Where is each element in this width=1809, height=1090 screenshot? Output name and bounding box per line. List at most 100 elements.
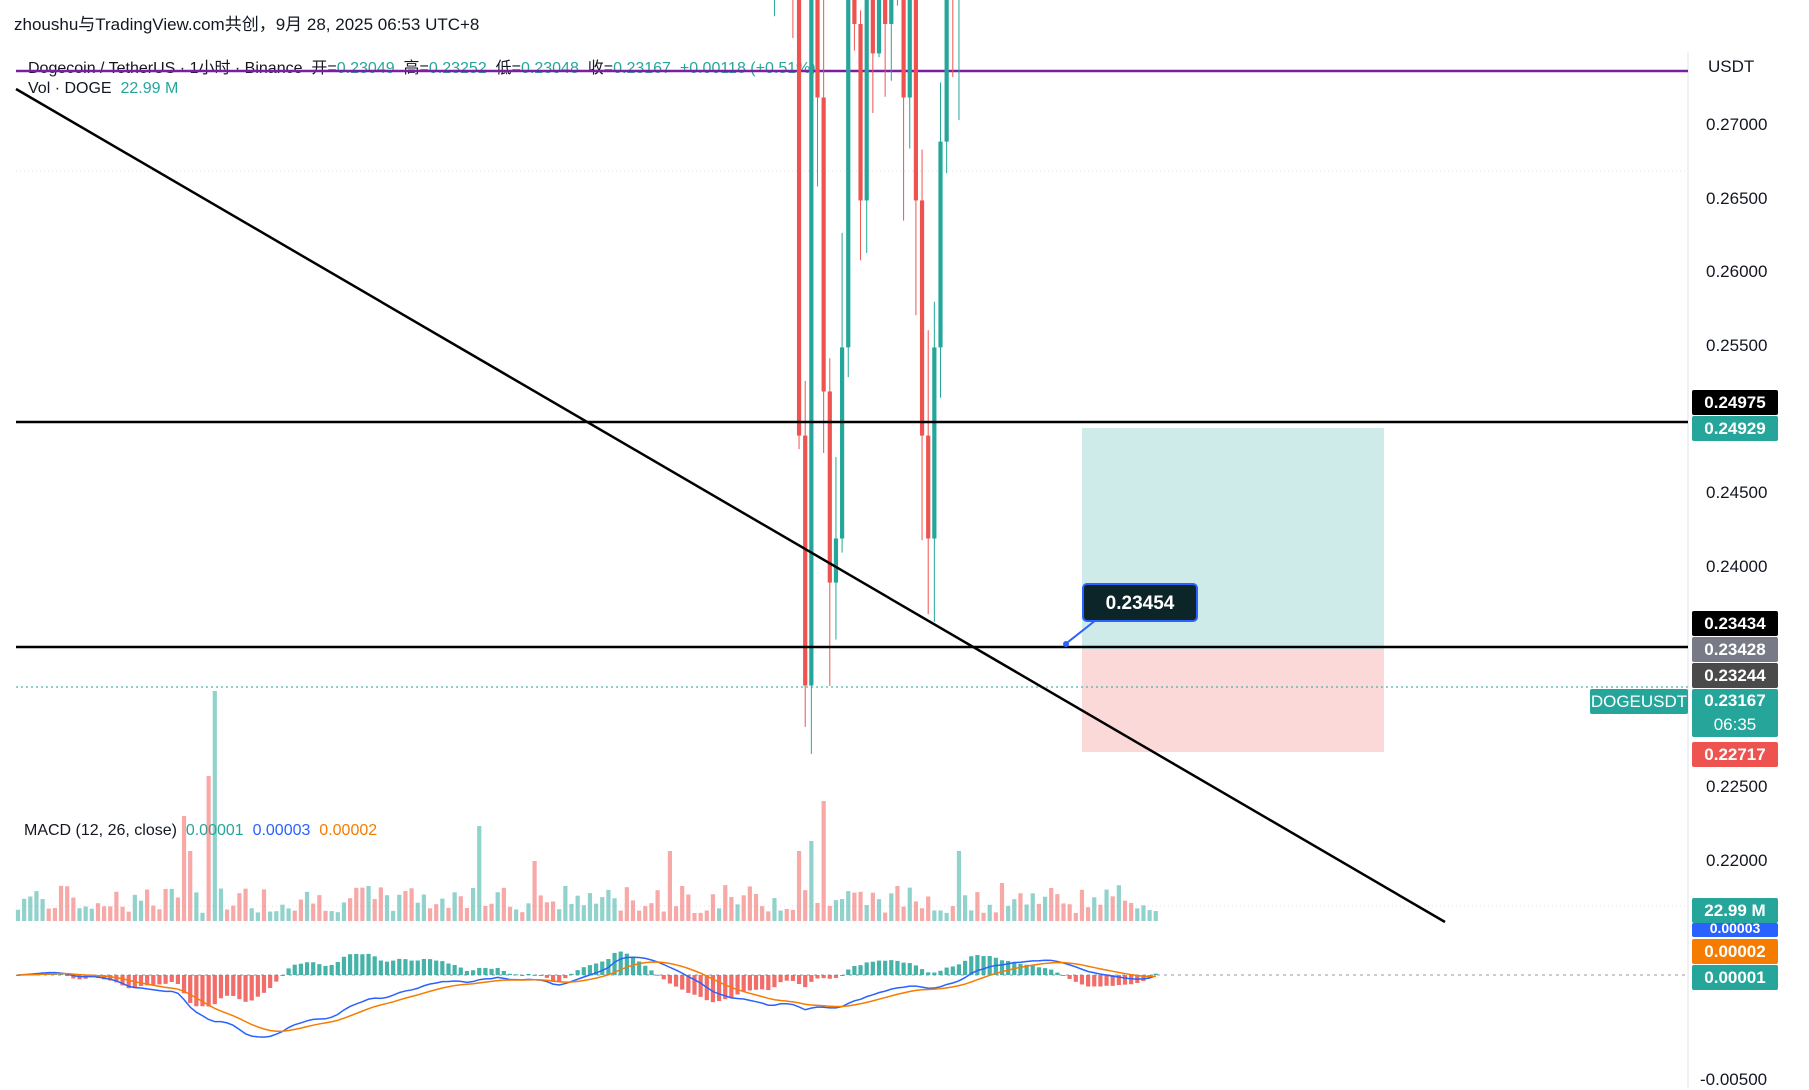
candle[interactable] xyxy=(815,0,820,98)
macd-histogram-bar xyxy=(458,967,463,975)
volume-bar xyxy=(409,888,414,921)
macd-label[interactable]: MACD (12, 26, close) xyxy=(24,822,177,839)
candle[interactable] xyxy=(858,24,863,201)
candle[interactable] xyxy=(919,200,925,436)
candle[interactable] xyxy=(901,0,906,98)
symbol-name[interactable]: Dogecoin / TetherUS · 1小时 · Binance xyxy=(28,60,303,77)
volume-bar xyxy=(710,894,716,921)
volume-bar xyxy=(311,903,316,921)
volume-bar xyxy=(163,888,168,921)
currency-label[interactable]: USDT xyxy=(1708,57,1755,76)
loss-zone[interactable] xyxy=(1082,649,1384,752)
volume-bar xyxy=(858,891,863,921)
candle[interactable] xyxy=(803,435,808,686)
volume-bar xyxy=(1073,912,1078,921)
macd-histogram-bar xyxy=(483,967,488,975)
volume-bar xyxy=(28,896,33,921)
candle[interactable] xyxy=(889,0,894,24)
volume-bar xyxy=(151,905,156,921)
macd-signal-line[interactable] xyxy=(17,961,1156,1033)
macd-line-tag: 0.00003 xyxy=(1692,923,1778,937)
volume-bar xyxy=(52,908,57,921)
volume-bar xyxy=(108,906,113,921)
volume-bar xyxy=(538,895,543,921)
volume-bar xyxy=(225,909,230,921)
candle[interactable] xyxy=(846,0,851,348)
candle[interactable] xyxy=(944,0,949,142)
volume-bar xyxy=(1147,910,1152,921)
macd-histogram-bar xyxy=(637,961,642,975)
volume-bar xyxy=(102,906,107,921)
candle[interactable] xyxy=(876,0,882,54)
volume-bar xyxy=(649,903,654,921)
macd-histogram-bar xyxy=(999,960,1005,975)
candle[interactable] xyxy=(938,141,943,348)
candle[interactable] xyxy=(840,347,845,539)
volume-bar xyxy=(926,896,931,921)
callout-box[interactable] xyxy=(1082,583,1198,622)
volume-bar xyxy=(304,891,310,921)
macd-histogram-bar xyxy=(747,975,752,991)
candle[interactable] xyxy=(821,97,826,392)
volume-bar xyxy=(981,912,986,921)
candle[interactable] xyxy=(833,538,839,583)
volume-bar xyxy=(741,895,746,921)
volume-bar xyxy=(1104,889,1109,921)
open-value: 0.23049 xyxy=(336,60,395,77)
macd-histogram-bar xyxy=(753,975,759,990)
macd-histogram-bar xyxy=(569,973,574,975)
macd-line[interactable] xyxy=(17,956,1157,1038)
macd-histogram-bar xyxy=(723,975,728,1000)
volume-bar xyxy=(956,851,962,921)
macd-histogram-bar xyxy=(655,974,660,976)
macd-histogram-bar xyxy=(335,962,340,975)
volume-bar xyxy=(717,908,722,921)
macd-histogram-bar xyxy=(304,962,310,975)
macd-histogram-bar xyxy=(1067,975,1072,979)
volume-bar xyxy=(618,910,623,921)
candle[interactable] xyxy=(864,0,869,201)
candle[interactable] xyxy=(907,0,912,98)
volume-bar xyxy=(575,895,580,921)
candle[interactable] xyxy=(870,0,875,54)
candle[interactable] xyxy=(883,0,888,24)
volume-bar xyxy=(138,900,144,921)
volume-bar xyxy=(1055,894,1060,921)
volume-bar xyxy=(815,902,820,921)
volume-label[interactable]: Vol · DOGE xyxy=(28,80,112,97)
volume-bar xyxy=(704,910,709,921)
candle[interactable] xyxy=(796,0,802,436)
candle[interactable] xyxy=(932,347,937,539)
macd-histogram-bar xyxy=(919,969,925,975)
macd-histogram-bar xyxy=(421,958,426,975)
macd-histogram-bar xyxy=(803,975,808,988)
volume-bar xyxy=(661,911,666,921)
macd-histogram-bar xyxy=(58,973,64,975)
macd-histogram-bar xyxy=(993,957,998,975)
descending-trendline[interactable] xyxy=(15,87,1446,924)
macd-histogram-bar xyxy=(575,970,580,975)
macd-histogram-bar xyxy=(138,975,144,987)
candle[interactable] xyxy=(926,435,931,539)
volume-bar xyxy=(341,902,347,921)
macd-histogram-bar xyxy=(821,975,826,979)
candle[interactable] xyxy=(852,0,857,24)
volume-bar xyxy=(1110,896,1115,921)
macd-histogram-bar xyxy=(975,955,980,975)
candle[interactable] xyxy=(809,0,814,686)
macd-histogram-bar xyxy=(864,962,869,975)
candle[interactable] xyxy=(827,391,832,583)
volume-bar xyxy=(1098,904,1103,921)
symbol-price-tag: DOGEUSDT xyxy=(1590,689,1688,714)
volume-bar xyxy=(821,801,826,921)
macd-histogram-bar xyxy=(563,975,568,979)
macd-histogram-bar xyxy=(833,975,839,978)
macd-histogram-bar xyxy=(1098,975,1103,987)
volume-bar xyxy=(963,895,968,921)
candle[interactable] xyxy=(913,0,918,201)
volume-bar xyxy=(600,897,605,921)
macd-histogram-bar xyxy=(692,975,697,995)
macd-histogram-bar xyxy=(932,972,937,975)
high-label: 高= xyxy=(403,60,429,77)
